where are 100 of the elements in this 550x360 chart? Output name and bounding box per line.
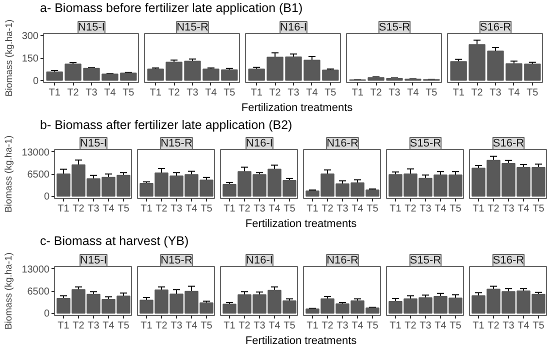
x-tick-label: T2 xyxy=(72,320,85,332)
x-tick-label: T3 xyxy=(254,320,266,332)
x-tick-label: T5 xyxy=(284,204,296,215)
x-tick-label: T2 xyxy=(269,87,282,98)
chart-title: S15-R xyxy=(378,21,410,34)
chart-title: N15-I xyxy=(80,254,107,266)
x-tick-label: T1 xyxy=(150,87,162,98)
x-tick-label: T4 xyxy=(102,320,115,332)
chart-title: S15-R xyxy=(410,254,442,266)
x-tick-label: T4 xyxy=(352,320,364,332)
x-tick-label: T5 xyxy=(426,87,438,98)
chart-title: N15-R xyxy=(176,21,208,34)
y-tick-label: 13000 xyxy=(22,264,50,276)
y-tick-label: 0 xyxy=(44,192,50,204)
x-tick-label: T3 xyxy=(170,204,183,215)
x-tick-label: T4 xyxy=(434,204,447,215)
x-tick-label: T1 xyxy=(306,204,319,215)
y-tick-label: 0 xyxy=(32,76,39,87)
y-tick-label: 150 xyxy=(22,53,39,64)
x-tick-label: T2 xyxy=(370,87,382,98)
x-tick-label: T4 xyxy=(518,204,530,215)
x-tick-label: T3 xyxy=(88,204,100,215)
y-tick-label: 0 xyxy=(44,308,50,320)
x-tick-label: T4 xyxy=(205,87,218,98)
chart-title: S16-R xyxy=(492,138,524,150)
x-tick-label: T1 xyxy=(140,320,153,332)
x-tick-label: T1 xyxy=(224,320,236,332)
x-axis-title: Fertilization treatments xyxy=(245,217,357,232)
x-tick-label: T1 xyxy=(352,87,364,98)
x-tick-label: T3 xyxy=(170,320,183,332)
y-axis-title: Biomass (kg.ha-1) xyxy=(4,252,15,330)
x-tick-label: T1 xyxy=(48,87,61,98)
x-tick-label: T2 xyxy=(168,87,180,98)
x-tick-label: T3 xyxy=(186,87,199,98)
x-tick-label: T5 xyxy=(284,320,296,332)
x-tick-label: T5 xyxy=(122,87,135,98)
x-tick-label: T4 xyxy=(104,87,116,98)
chart-title: N16-I xyxy=(246,138,273,150)
x-tick-label: T4 xyxy=(352,204,364,215)
chart-title: N15-R xyxy=(160,138,192,150)
x-tick-label: T5 xyxy=(450,320,462,332)
chart-title: N16-I xyxy=(280,21,307,34)
x-tick-label: T3 xyxy=(88,320,100,332)
x-tick-label: T5 xyxy=(118,204,130,215)
x-tick-label: T5 xyxy=(366,204,379,215)
y-axis-title: Biomass (kg.ha-1) xyxy=(4,136,15,213)
chart-title: N16-R xyxy=(326,254,358,266)
x-tick-label: T2 xyxy=(156,204,168,215)
x-tick-label: T3 xyxy=(502,204,515,215)
x-tick-label: T1 xyxy=(250,87,263,98)
x-tick-label: T3 xyxy=(254,204,266,215)
x-tick-label: T4 xyxy=(407,87,420,98)
x-tick-label: T5 xyxy=(118,320,130,332)
x-tick-label: T2 xyxy=(238,320,251,332)
x-tick-label: T5 xyxy=(366,320,379,332)
x-tick-label: T3 xyxy=(420,320,432,332)
y-tick-label: 6500 xyxy=(27,286,50,298)
x-axis-title: Fertilization treatments xyxy=(245,334,357,349)
x-tick-label: T1 xyxy=(472,320,485,332)
chart-title: S16-R xyxy=(492,254,524,266)
x-tick-label: T2 xyxy=(156,320,168,332)
text: a- Biomass before fertilizer late application (B1) xyxy=(40,0,303,17)
x-tick-label: T2 xyxy=(72,204,85,215)
x-tick-label: T1 xyxy=(390,320,402,332)
x-tick-label: T3 xyxy=(502,320,515,332)
x-tick-label: T3 xyxy=(86,87,98,98)
x-tick-label: T1 xyxy=(472,204,485,215)
x-tick-label: T4 xyxy=(268,320,281,332)
x-tick-label: T4 xyxy=(518,320,530,332)
x-tick-label: T3 xyxy=(420,204,432,215)
chart-title: N16-R xyxy=(326,138,358,150)
x-tick-label: T5 xyxy=(532,320,545,332)
x-tick-label: T1 xyxy=(58,320,70,332)
x-tick-label: T4 xyxy=(102,204,115,215)
x-tick-label: T2 xyxy=(471,87,484,98)
x-tick-label: T2 xyxy=(488,204,500,215)
x-tick-label: T3 xyxy=(336,204,349,215)
x-tick-label: T1 xyxy=(58,204,70,215)
x-tick-label: T2 xyxy=(404,320,417,332)
x-tick-label: T4 xyxy=(434,320,447,332)
x-tick-label: T5 xyxy=(532,204,545,215)
x-tick-label: T3 xyxy=(336,320,349,332)
x-tick-label: T4 xyxy=(186,320,198,332)
x-tick-label: T2 xyxy=(488,320,500,332)
x-tick-label: T5 xyxy=(324,87,337,98)
x-tick-label: T4 xyxy=(186,204,198,215)
x-tick-label: T5 xyxy=(450,204,462,215)
x-tick-label: T3 xyxy=(490,87,502,98)
x-tick-label: T1 xyxy=(452,87,465,98)
x-tick-label: T5 xyxy=(200,320,213,332)
chart-title: N15-I xyxy=(80,138,107,150)
y-axis-title: Biomass (kg.ha-1) xyxy=(4,19,15,96)
x-tick-label: T1 xyxy=(390,204,402,215)
chart-title: S16-R xyxy=(480,21,512,34)
y-tick-label: 6500 xyxy=(27,170,50,181)
x-tick-label: T2 xyxy=(404,204,417,215)
x-tick-label: T3 xyxy=(388,87,401,98)
x-tick-label: T2 xyxy=(322,320,334,332)
x-tick-label: T5 xyxy=(224,87,236,98)
x-tick-label: T1 xyxy=(224,204,236,215)
